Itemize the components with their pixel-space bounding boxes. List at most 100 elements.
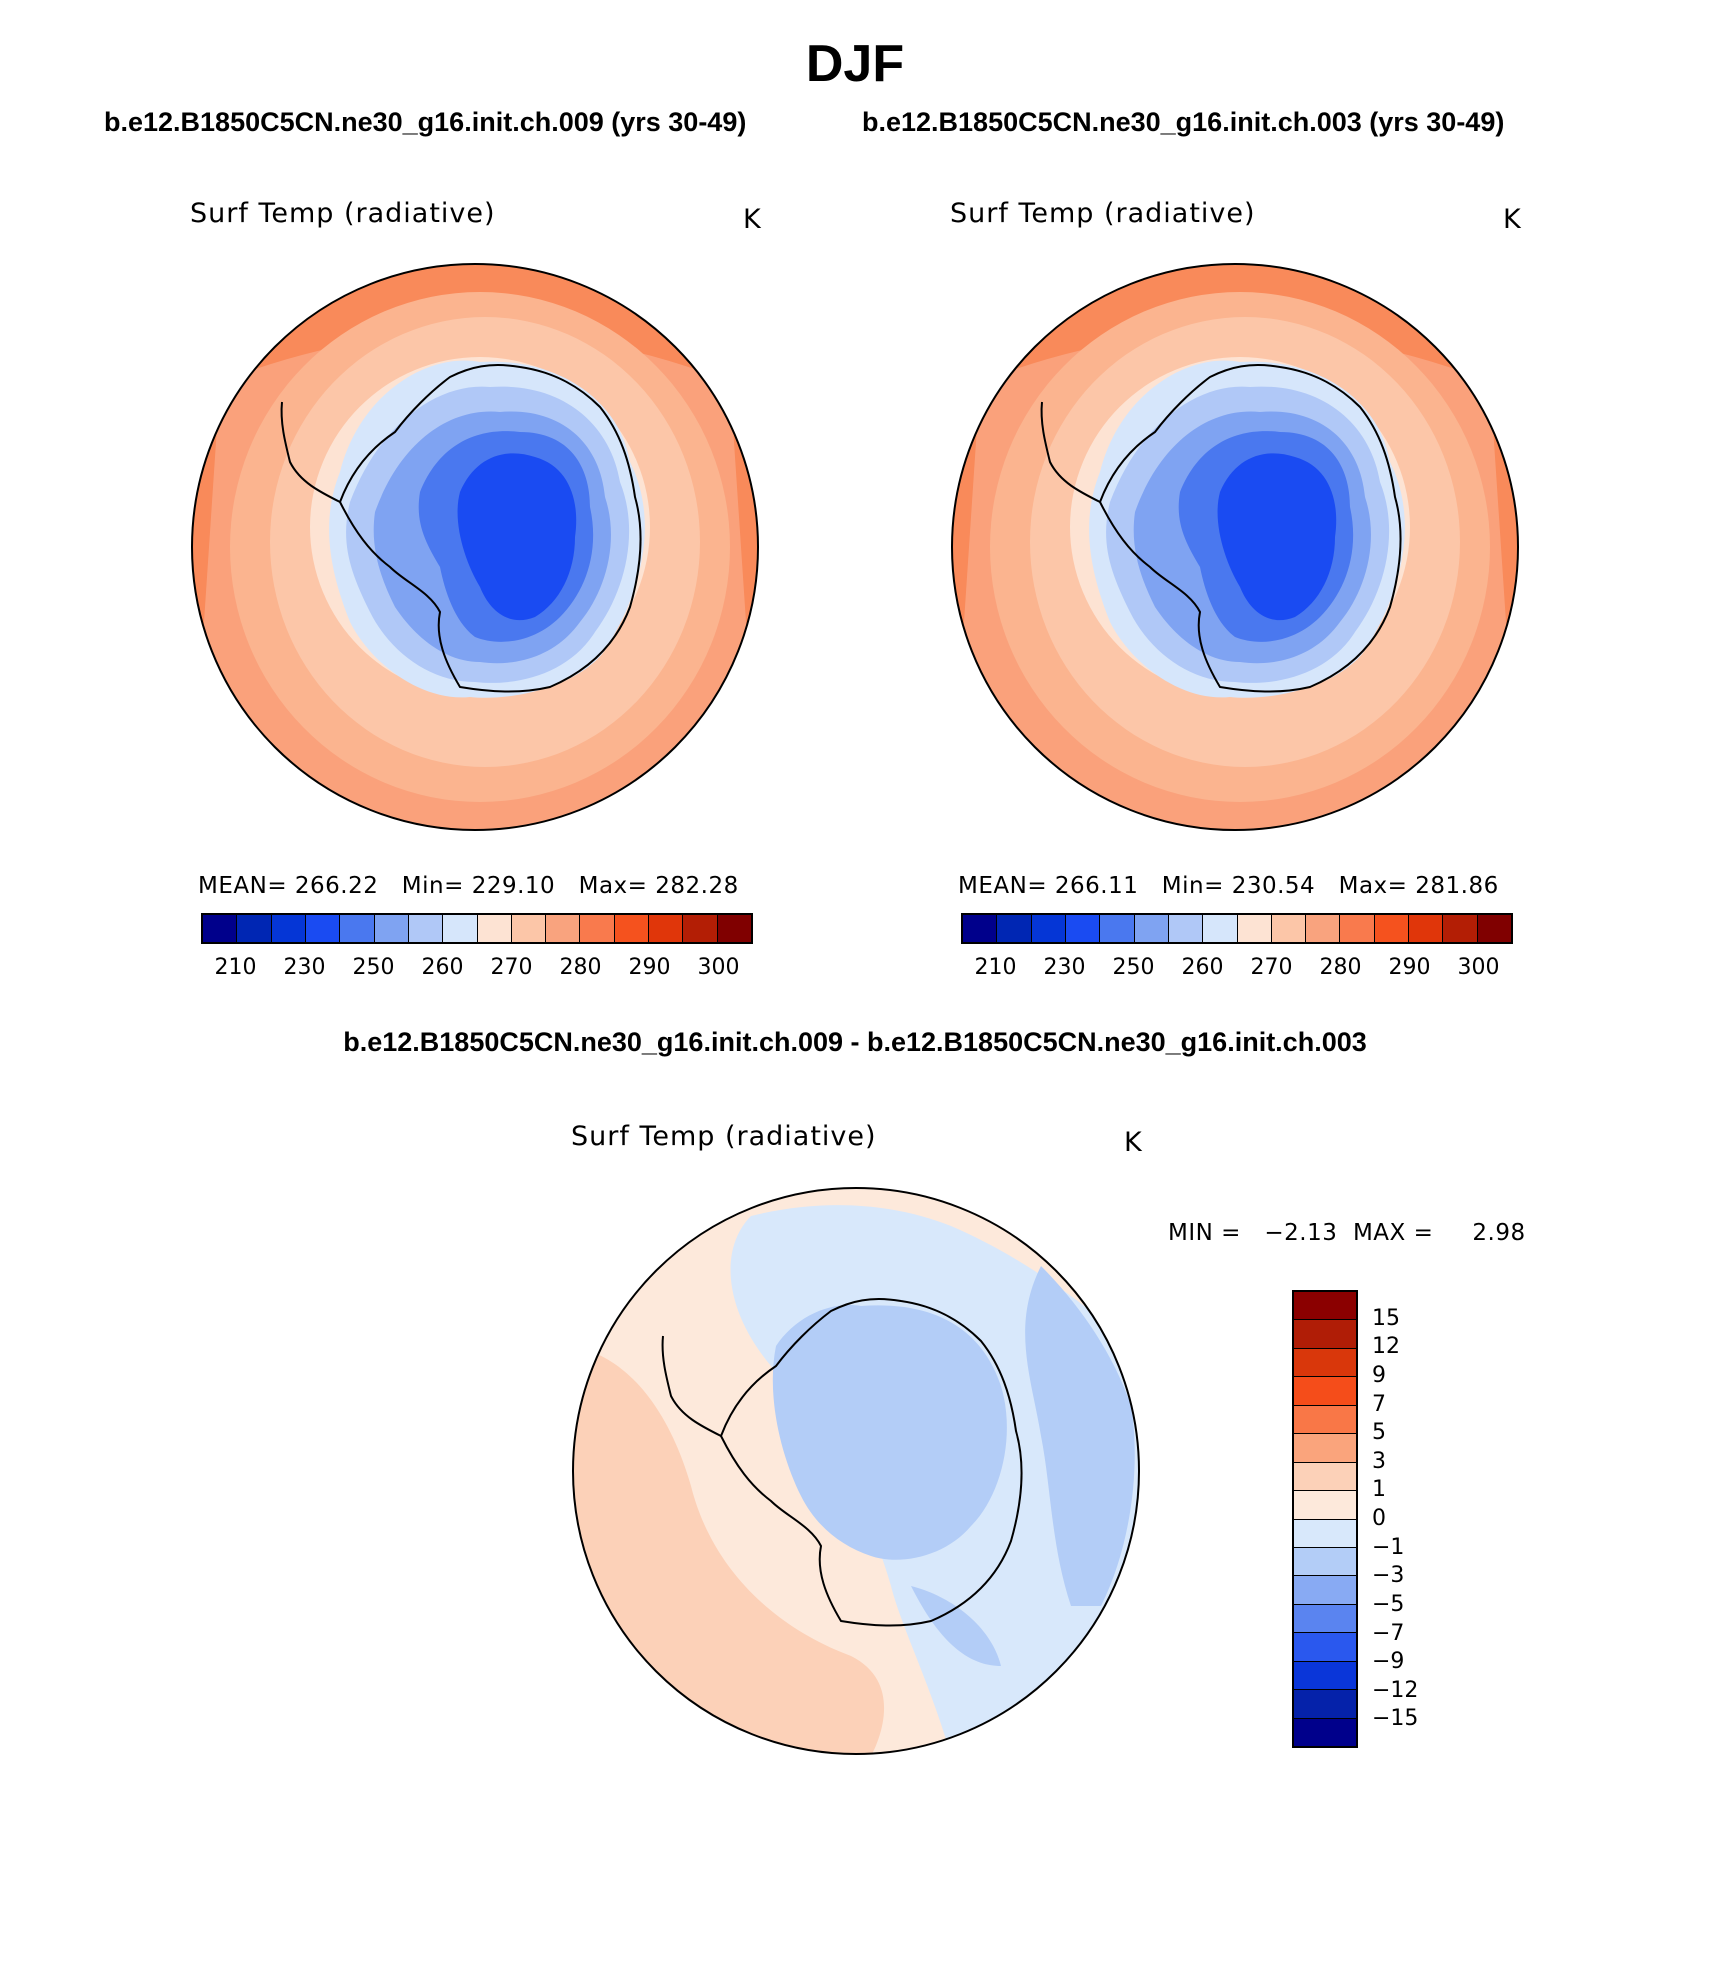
right-units-label: K: [1503, 204, 1521, 235]
colorbar-swatch: [203, 915, 238, 942]
colorbar-tick-label: 7: [1372, 1391, 1386, 1417]
colorbar-swatch: [997, 915, 1032, 942]
figure-title: DJF: [805, 35, 905, 93]
colorbar-tick-label: 250: [352, 955, 395, 980]
colorbar-swatch: [237, 915, 272, 942]
colorbar-swatch: [1294, 1690, 1356, 1719]
colorbar-swatch: [649, 915, 684, 942]
right-variable-label: Surf Temp (radiative): [950, 198, 1256, 229]
difference-polar-map: [572, 1187, 1140, 1755]
colorbar-swatch: [1294, 1434, 1356, 1463]
colorbar-tick-label: 300: [697, 955, 740, 980]
colorbar-tick-label: 290: [628, 955, 671, 980]
colorbar-tick-label: −9: [1372, 1649, 1405, 1675]
warm-anomaly-region: [573, 1346, 884, 1754]
colorbar-tick-label: 230: [1043, 955, 1086, 980]
colorbar-swatch: [1294, 1377, 1356, 1406]
colorbar-swatch: [1294, 1405, 1356, 1435]
right-colorbar-labels: 210 230 250 260 270 280 290 300: [961, 955, 1513, 985]
colorbar-tick-label: 260: [1181, 955, 1224, 980]
colorbar-swatch: [1203, 915, 1238, 942]
colorbar-tick-label: −3: [1372, 1563, 1405, 1589]
colorbar-swatch: [1374, 915, 1410, 942]
left-stats: MEAN= 266.22 Min= 229.10 Max= 282.28: [198, 873, 739, 899]
colorbar-swatch: [1294, 1604, 1356, 1634]
diff-units-label: K: [1124, 1127, 1142, 1158]
colorbar-tick-label: 210: [214, 955, 257, 980]
colorbar-swatch: [614, 915, 650, 942]
colorbar-swatch: [1294, 1348, 1356, 1378]
colorbar-swatch: [1409, 915, 1444, 942]
colorbar-tick-label: 270: [1250, 955, 1293, 980]
colorbar-swatch: [1294, 1491, 1356, 1520]
colorbar-tick-label: 0: [1372, 1506, 1386, 1531]
colorbar-tick-label: −15: [1372, 1706, 1419, 1732]
case2-header: b.e12.B1850C5CN.ne30_g16.init.ch.003 (yr…: [862, 107, 1505, 137]
colorbar-tick-label: 290: [1388, 955, 1431, 980]
difference-colorbar-labels: 15 12 9 7 5 3 1 0 −1 −3 −5 −7 −9 −12 −15: [1372, 1290, 1452, 1748]
colorbar-swatch: [271, 915, 306, 942]
colorbar-tick-label: 15: [1372, 1305, 1400, 1331]
colorbar-swatch: [1100, 915, 1135, 942]
right-stats: MEAN= 266.11 Min= 230.54 Max= 281.86: [958, 873, 1499, 899]
colorbar-swatch: [1065, 915, 1101, 942]
colorbar-swatch: [1134, 915, 1169, 942]
colorbar-tick-label: 5: [1372, 1420, 1386, 1446]
colorbar-tick-label: −1: [1372, 1534, 1405, 1560]
left-colorbar-labels: 210 230 250 260 270 280 290 300: [201, 955, 753, 985]
colorbar-swatch: [1294, 1320, 1356, 1349]
colorbar-tick-label: 260: [421, 955, 464, 980]
colorbar-swatch: [1031, 915, 1066, 942]
colorbar-swatch: [1294, 1718, 1356, 1746]
colorbar-tick-label: 270: [490, 955, 533, 980]
right-polar-map: [951, 263, 1519, 831]
colorbar-tick-label: 9: [1372, 1362, 1386, 1388]
difference-colorbar: [1292, 1290, 1358, 1748]
colorbar-swatch: [717, 915, 751, 942]
antarctica-coastline: [719, 1298, 1023, 1627]
diff-min-max: MIN = −2.13 MAX = 2.98: [1168, 1220, 1526, 1246]
colorbar-tick-label: 280: [1319, 955, 1362, 980]
colorbar-swatch: [683, 915, 718, 942]
colorbar-swatch: [580, 915, 615, 942]
colorbar-swatch: [1168, 915, 1204, 942]
interior-ice-sheet-cold-core: [457, 453, 577, 621]
colorbar-tick-label: 230: [283, 955, 326, 980]
colorbar-swatch: [1294, 1661, 1356, 1691]
colorbar-swatch: [1306, 915, 1341, 942]
colorbar-tick-label: −7: [1372, 1620, 1405, 1646]
colorbar-swatch: [1237, 915, 1272, 942]
diff-variable-label: Surf Temp (radiative): [571, 1121, 877, 1152]
colorbar-swatch: [1477, 915, 1511, 942]
colorbar-swatch: [374, 915, 409, 942]
colorbar-swatch: [1294, 1519, 1356, 1548]
difference-header: b.e12.B1850C5CN.ne30_g16.init.ch.009 - b…: [343, 1027, 1367, 1057]
left-colorbar: [201, 913, 753, 944]
antarctica-coastline: [338, 364, 642, 693]
colorbar-tick-label: −5: [1372, 1591, 1405, 1617]
antarctic-peninsula: [280, 401, 341, 503]
colorbar-tick-label: 210: [974, 955, 1017, 980]
colorbar-tick-label: 1: [1372, 1477, 1386, 1503]
colorbar-swatch: [1443, 915, 1478, 942]
colorbar-swatch: [1271, 915, 1307, 942]
colorbar-tick-label: 3: [1372, 1448, 1386, 1474]
left-units-label: K: [743, 204, 761, 235]
colorbar-swatch: [340, 915, 375, 942]
antarctic-cooling-core: [772, 1305, 1007, 1560]
colorbar-tick-label: 12: [1372, 1334, 1400, 1360]
colorbar-swatch: [963, 915, 998, 942]
colorbar-swatch: [443, 915, 478, 942]
colorbar-swatch: [1294, 1576, 1356, 1605]
colorbar-swatch: [1294, 1292, 1356, 1321]
colorbar-tick-label: 300: [1457, 955, 1500, 980]
colorbar-swatch: [477, 915, 512, 942]
colorbar-swatch: [1294, 1633, 1356, 1662]
colorbar-tick-label: 250: [1112, 955, 1155, 980]
left-variable-label: Surf Temp (radiative): [190, 198, 496, 229]
right-colorbar: [961, 913, 1513, 944]
case1-header: b.e12.B1850C5CN.ne30_g16.init.ch.009 (yr…: [104, 107, 747, 137]
colorbar-swatch: [1294, 1547, 1356, 1577]
colorbar-swatch: [546, 915, 581, 942]
colorbar-swatch: [1294, 1462, 1356, 1492]
